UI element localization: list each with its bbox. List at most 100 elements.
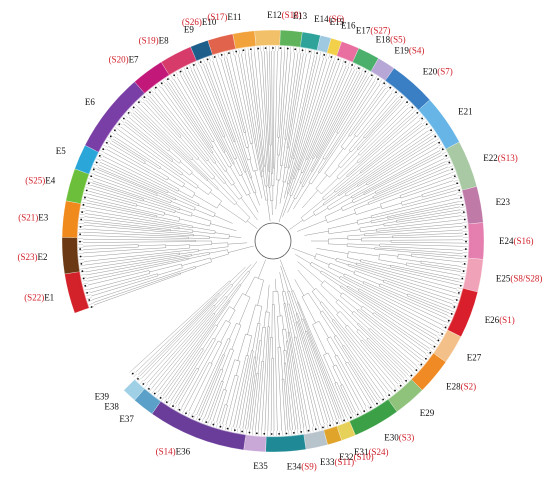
tree-branch — [293, 60, 334, 180]
support-dot — [79, 233, 82, 236]
tree-branch — [297, 269, 315, 290]
tree-branch — [83, 228, 194, 237]
tree-branch — [249, 159, 254, 172]
tree-branch — [336, 154, 360, 177]
tree-branch — [363, 97, 398, 137]
tree-branch — [156, 194, 172, 201]
clade-label-e12: E12(S18) — [267, 10, 302, 20]
tree-branch — [192, 231, 215, 235]
support-dot — [351, 64, 354, 66]
tree-branch — [154, 314, 216, 391]
tree-branch — [347, 325, 362, 342]
leaf-tick — [120, 119, 125, 123]
clade-sub: (S4) — [409, 45, 425, 55]
leaf-tick — [182, 409, 185, 414]
leaf-tick — [133, 373, 138, 378]
clade-label-e28: E28(S2) — [446, 381, 476, 391]
leaf-tick — [457, 194, 463, 197]
support-dot — [98, 154, 101, 157]
tree-arc — [334, 190, 336, 193]
clade-label-e5: E5 — [56, 146, 66, 156]
leaf-tick — [82, 282, 88, 285]
leaf-tick — [170, 75, 174, 80]
tree-branch — [93, 177, 181, 209]
tree-branch — [327, 352, 335, 366]
leaf-tick — [239, 428, 242, 434]
support-dot — [278, 433, 280, 435]
tree-arc — [334, 382, 337, 384]
clade-inner-band — [76, 271, 90, 310]
tree-branch — [301, 296, 316, 324]
support-dot — [314, 428, 317, 431]
tree-arc — [372, 196, 374, 199]
leaf-tick — [230, 426, 233, 432]
leaf-tick — [134, 103, 139, 108]
support-dot — [154, 86, 157, 89]
support-dot — [205, 421, 208, 424]
leaf-tick — [369, 72, 372, 78]
tree-arc — [233, 163, 235, 165]
clade-label-e3: (S21)E3 — [18, 212, 48, 222]
clade-inner-band — [266, 434, 305, 440]
tree-branch — [219, 204, 247, 223]
leaf-tick — [178, 70, 182, 75]
clade-inner-band — [195, 51, 213, 62]
leaf-tick — [128, 110, 133, 114]
clade-sub: (S10) — [354, 452, 374, 462]
tree-arc — [174, 210, 176, 213]
tree-arc — [399, 195, 402, 199]
clade-id: E33 — [320, 457, 335, 467]
tree-branch — [358, 138, 434, 187]
leaf-tick — [379, 79, 383, 84]
tree-branch — [258, 51, 270, 188]
tree-branch — [193, 68, 226, 137]
tree-branch — [361, 236, 393, 239]
leaf-tick — [96, 158, 101, 161]
tree-branch — [340, 286, 430, 349]
tree-branch — [247, 335, 252, 356]
clade-id: E11 — [227, 12, 241, 22]
leaf-tick — [167, 76, 171, 82]
leaf-tick — [306, 428, 308, 434]
tree-branch — [222, 405, 228, 425]
tree-branch — [179, 228, 194, 231]
support-dot — [79, 240, 81, 243]
tree-branch — [287, 58, 328, 194]
tree-branch — [358, 290, 438, 337]
tree-branch — [323, 354, 336, 384]
support-dot — [270, 433, 273, 435]
leaf-tick — [427, 128, 433, 132]
leaf-tick — [156, 393, 160, 398]
leaf-tick — [425, 354, 430, 358]
tree-branch — [309, 264, 321, 272]
leaf-tick — [415, 366, 420, 370]
tree-arc — [192, 192, 196, 198]
clade-label-e24: E24(S16) — [499, 236, 534, 246]
clade-id: E9 — [184, 24, 194, 34]
tree-branch — [357, 216, 372, 221]
tree-arc — [189, 171, 193, 176]
leaf-tick — [337, 419, 340, 425]
tree-branch — [306, 330, 340, 420]
clade-inner-band — [132, 379, 145, 392]
support-dot — [95, 161, 98, 164]
leaf-tick — [145, 93, 150, 98]
leaf-tick — [460, 272, 466, 275]
support-dot — [192, 64, 195, 66]
tree-branch — [363, 281, 447, 319]
tree-arc — [163, 212, 165, 216]
clade-label-e25: E25(S8/S28) — [496, 273, 543, 283]
tree-branch — [225, 170, 235, 184]
clade-label-e22: E22(S13) — [483, 153, 518, 163]
leaf-tick — [141, 97, 145, 102]
tree-branch — [293, 290, 299, 303]
tree-branch — [263, 311, 266, 328]
leaf-tick — [88, 178, 94, 181]
tree-arc — [308, 182, 312, 185]
tree-branch — [258, 259, 266, 279]
tree-branch — [216, 390, 227, 423]
tree-branch — [285, 53, 307, 168]
clade-id: E27 — [467, 352, 482, 362]
tree-branch — [323, 127, 426, 204]
tree-branch — [341, 201, 353, 208]
